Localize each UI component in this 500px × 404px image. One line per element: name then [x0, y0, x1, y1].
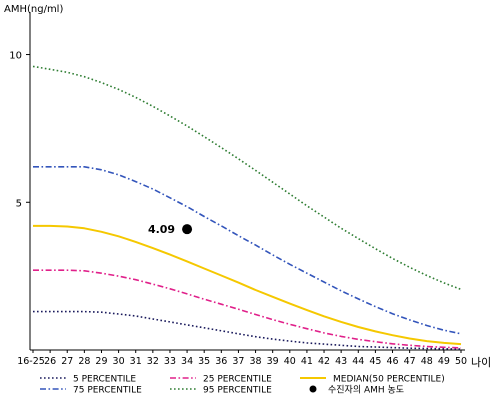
- series-line: [33, 224, 462, 346]
- legend-patient-marker: [309, 385, 317, 393]
- legend-label: 25 PERCENTILE: [203, 375, 272, 385]
- patient-point: [182, 224, 193, 235]
- y-axis-label: AMH(ng/ml): [4, 4, 63, 15]
- legend-label: MEDIAN(50 PERCENTILE): [333, 375, 445, 385]
- series-line: [33, 310, 462, 350]
- y-tick-label: 5: [16, 198, 22, 209]
- x-tick-label: 36: [215, 356, 227, 367]
- x-tick-label: 30: [113, 356, 125, 367]
- x-tick-label: 50: [455, 356, 467, 367]
- x-tick-label: 27: [61, 356, 73, 367]
- legend-label: 75 PERCENTILE: [73, 386, 142, 396]
- legend-label: 수진자의 AMH 농도: [328, 385, 404, 396]
- x-tick-label: 44: [352, 356, 364, 367]
- x-tick-label: 47: [404, 356, 416, 367]
- x-tick-label: 35: [198, 356, 210, 367]
- x-tick-label: 42: [318, 356, 330, 367]
- x-axis-label: 나이: [471, 356, 491, 369]
- x-tick-label: 26: [44, 356, 56, 367]
- legend-label: 5 PERCENTILE: [73, 375, 136, 385]
- x-tick-label: 37: [232, 356, 244, 367]
- x-tick-label: 31: [130, 356, 142, 367]
- y-tick-label: 10: [9, 51, 22, 62]
- x-tick-label: 16-25: [17, 356, 45, 367]
- x-tick-label: 39: [267, 356, 279, 367]
- x-tick-label: 33: [164, 356, 176, 367]
- x-tick-label: 40: [284, 356, 296, 367]
- series-line: [33, 269, 462, 349]
- x-tick-label: 38: [250, 356, 262, 367]
- x-tick-label: 46: [386, 356, 398, 367]
- x-tick-label: 48: [421, 356, 433, 367]
- series-line: [32, 65, 462, 291]
- x-tick-label: 29: [95, 356, 107, 367]
- x-tick-label: 49: [438, 356, 450, 367]
- x-tick-label: 41: [301, 356, 313, 367]
- patient-value-label: 4.09: [148, 223, 175, 236]
- series-line: [33, 166, 462, 335]
- x-tick-label: 32: [147, 356, 159, 367]
- x-tick-label: 45: [369, 356, 381, 367]
- x-tick-label: 34: [181, 356, 193, 367]
- legend-label: 95 PERCENTILE: [203, 386, 272, 396]
- x-tick-label: 28: [78, 356, 90, 367]
- x-tick-label: 43: [335, 356, 347, 367]
